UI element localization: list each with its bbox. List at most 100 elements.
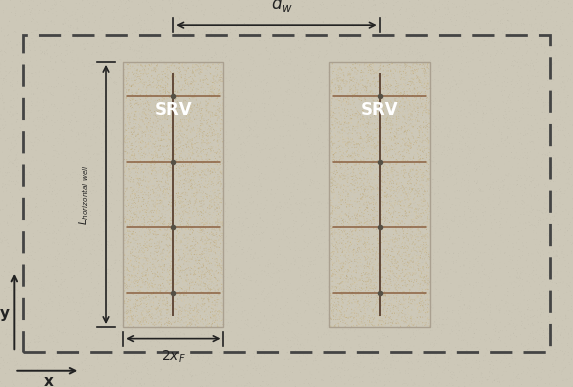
Point bbox=[262, 216, 272, 223]
Point bbox=[119, 138, 128, 144]
Point bbox=[203, 321, 213, 327]
Point bbox=[194, 125, 203, 131]
Point bbox=[260, 76, 269, 82]
Point bbox=[413, 145, 422, 151]
Point bbox=[87, 363, 96, 369]
Point bbox=[370, 274, 379, 280]
Point bbox=[109, 104, 118, 110]
Point bbox=[405, 110, 414, 116]
Point bbox=[445, 131, 454, 137]
Point bbox=[75, 197, 84, 204]
Point bbox=[35, 295, 44, 301]
Point bbox=[287, 210, 296, 216]
Point bbox=[139, 246, 148, 252]
Point bbox=[403, 92, 412, 98]
Point bbox=[63, 375, 72, 381]
Point bbox=[161, 178, 170, 184]
Point bbox=[132, 334, 141, 340]
Point bbox=[142, 294, 151, 300]
Point bbox=[186, 84, 195, 91]
Point bbox=[402, 192, 411, 198]
Point bbox=[387, 183, 396, 190]
Point bbox=[197, 278, 206, 284]
Point bbox=[158, 298, 167, 304]
Point bbox=[7, 380, 17, 386]
Point bbox=[454, 362, 464, 368]
Point bbox=[261, 127, 270, 133]
Point bbox=[511, 115, 520, 121]
Point bbox=[301, 186, 310, 192]
Point bbox=[214, 91, 223, 97]
Point bbox=[96, 151, 105, 157]
Point bbox=[421, 276, 430, 282]
Point bbox=[13, 42, 22, 48]
Point bbox=[457, 348, 466, 354]
Point bbox=[151, 306, 160, 312]
Point bbox=[377, 212, 386, 218]
Point bbox=[136, 24, 146, 31]
Point bbox=[435, 19, 445, 25]
Point bbox=[188, 226, 197, 233]
Point bbox=[175, 291, 185, 297]
Point bbox=[284, 112, 293, 118]
Point bbox=[28, 207, 37, 213]
Point bbox=[83, 0, 92, 4]
Point bbox=[521, 173, 530, 179]
Point bbox=[197, 257, 206, 263]
Point bbox=[438, 79, 448, 85]
Point bbox=[360, 214, 369, 220]
Point bbox=[489, 211, 499, 217]
Point bbox=[217, 113, 226, 119]
Point bbox=[385, 146, 394, 152]
Point bbox=[122, 284, 131, 291]
Point bbox=[11, 359, 21, 365]
Point bbox=[424, 38, 433, 44]
Point bbox=[159, 161, 168, 168]
Point bbox=[411, 171, 421, 177]
Point bbox=[141, 100, 150, 106]
Point bbox=[140, 303, 150, 309]
Point bbox=[159, 18, 168, 24]
Point bbox=[342, 273, 351, 279]
Point bbox=[203, 122, 213, 128]
Point bbox=[337, 117, 346, 123]
Point bbox=[136, 22, 145, 29]
Point bbox=[191, 168, 200, 175]
Point bbox=[332, 169, 342, 175]
Point bbox=[178, 142, 187, 149]
Point bbox=[186, 231, 195, 238]
Point bbox=[113, 217, 123, 223]
Point bbox=[254, 134, 264, 140]
Point bbox=[338, 366, 347, 372]
Point bbox=[246, 282, 256, 288]
Point bbox=[335, 308, 344, 314]
Point bbox=[166, 226, 175, 232]
Point bbox=[482, 271, 491, 277]
Point bbox=[27, 146, 36, 152]
Point bbox=[134, 85, 143, 91]
Point bbox=[199, 61, 209, 67]
Point bbox=[96, 98, 105, 104]
Point bbox=[176, 239, 186, 245]
Point bbox=[163, 166, 172, 172]
Point bbox=[44, 300, 53, 307]
Point bbox=[30, 103, 40, 110]
Point bbox=[290, 383, 299, 387]
Point bbox=[210, 34, 219, 40]
Point bbox=[360, 265, 369, 271]
Point bbox=[205, 236, 214, 242]
Point bbox=[440, 311, 449, 317]
Point bbox=[356, 31, 365, 37]
Point bbox=[442, 193, 451, 199]
Point bbox=[59, 250, 68, 256]
Point bbox=[543, 326, 552, 332]
Point bbox=[141, 300, 150, 306]
Point bbox=[45, 247, 54, 253]
Point bbox=[129, 221, 139, 228]
Point bbox=[367, 255, 376, 261]
Point bbox=[190, 274, 199, 280]
Point bbox=[299, 366, 308, 373]
Point bbox=[462, 8, 471, 14]
Point bbox=[242, 69, 251, 75]
Point bbox=[203, 116, 213, 123]
